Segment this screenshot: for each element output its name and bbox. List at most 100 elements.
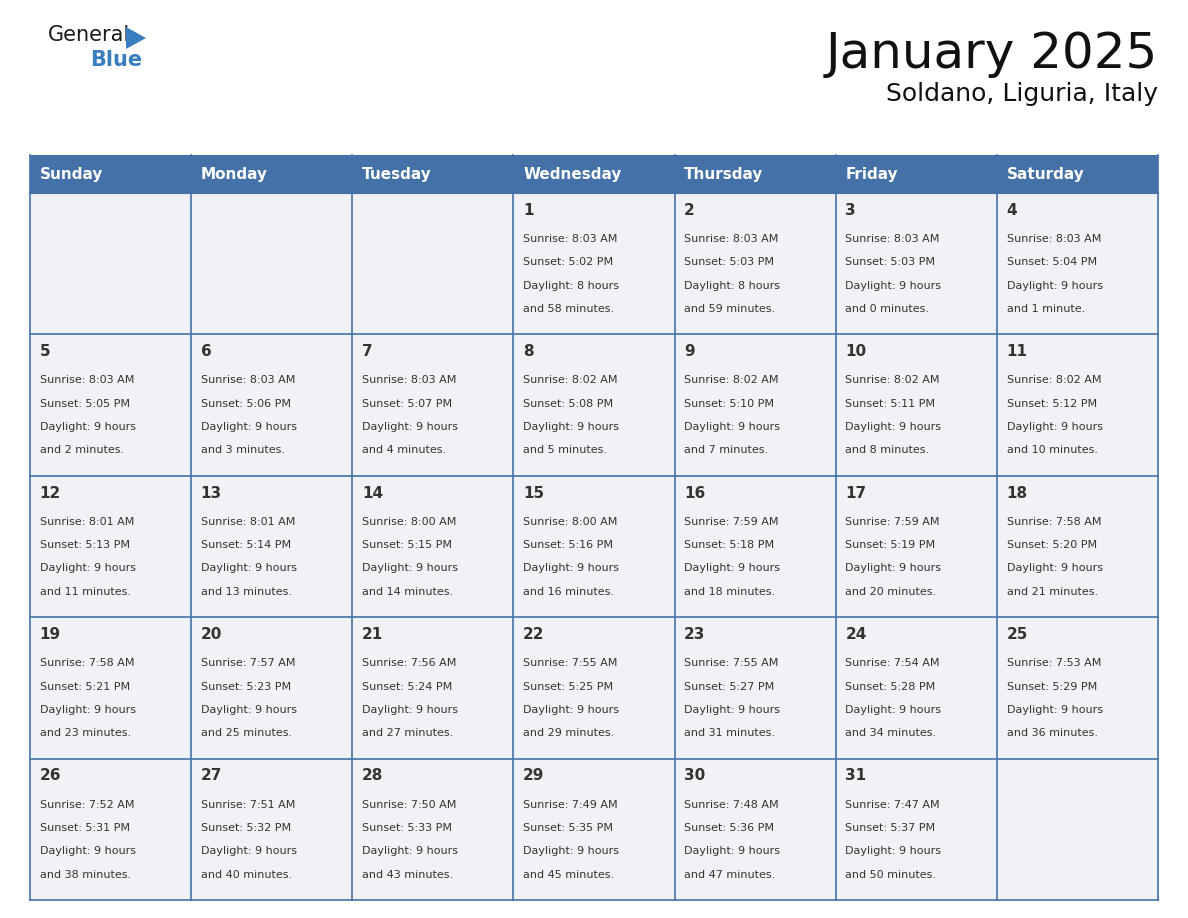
Text: and 34 minutes.: and 34 minutes. <box>846 728 936 738</box>
Text: Sunrise: 8:03 AM: Sunrise: 8:03 AM <box>362 375 456 386</box>
Text: Sunset: 5:18 PM: Sunset: 5:18 PM <box>684 540 775 550</box>
Bar <box>675 617 835 758</box>
Text: Daylight: 9 hours: Daylight: 9 hours <box>684 422 781 432</box>
Text: Daylight: 9 hours: Daylight: 9 hours <box>362 705 457 715</box>
Text: and 58 minutes.: and 58 minutes. <box>523 304 614 314</box>
Text: Sunrise: 8:02 AM: Sunrise: 8:02 AM <box>523 375 618 386</box>
Text: Daylight: 9 hours: Daylight: 9 hours <box>523 564 619 574</box>
Text: Daylight: 9 hours: Daylight: 9 hours <box>1006 564 1102 574</box>
Bar <box>30 193 191 334</box>
Text: and 11 minutes.: and 11 minutes. <box>39 587 131 597</box>
Text: Daylight: 9 hours: Daylight: 9 hours <box>1006 705 1102 715</box>
Text: 7: 7 <box>362 344 373 359</box>
Text: Daylight: 9 hours: Daylight: 9 hours <box>1006 422 1102 432</box>
Text: Friday: Friday <box>846 166 898 182</box>
Bar <box>513 476 675 617</box>
Polygon shape <box>126 27 146 49</box>
Text: Sunset: 5:23 PM: Sunset: 5:23 PM <box>201 681 291 691</box>
Text: Sunrise: 7:58 AM: Sunrise: 7:58 AM <box>1006 517 1101 527</box>
Text: 22: 22 <box>523 627 544 642</box>
Bar <box>30 334 191 476</box>
Text: Daylight: 9 hours: Daylight: 9 hours <box>362 564 457 574</box>
Text: 30: 30 <box>684 768 706 783</box>
Text: Sunrise: 8:03 AM: Sunrise: 8:03 AM <box>523 234 618 244</box>
Text: Sunrise: 7:59 AM: Sunrise: 7:59 AM <box>846 517 940 527</box>
Text: Daylight: 9 hours: Daylight: 9 hours <box>201 705 297 715</box>
Text: Thursday: Thursday <box>684 166 764 182</box>
Text: Sunset: 5:33 PM: Sunset: 5:33 PM <box>362 823 451 833</box>
Bar <box>835 334 997 476</box>
Text: 23: 23 <box>684 627 706 642</box>
Text: and 3 minutes.: and 3 minutes. <box>201 445 285 455</box>
Text: and 20 minutes.: and 20 minutes. <box>846 587 936 597</box>
Bar <box>675 155 835 193</box>
Text: 1: 1 <box>523 203 533 218</box>
Bar <box>997 476 1158 617</box>
Text: Daylight: 9 hours: Daylight: 9 hours <box>684 564 781 574</box>
Text: Sunrise: 7:49 AM: Sunrise: 7:49 AM <box>523 800 618 810</box>
Text: 11: 11 <box>1006 344 1028 359</box>
Text: Sunrise: 8:03 AM: Sunrise: 8:03 AM <box>846 234 940 244</box>
Text: 19: 19 <box>39 627 61 642</box>
Text: and 45 minutes.: and 45 minutes. <box>523 869 614 879</box>
Text: and 36 minutes.: and 36 minutes. <box>1006 728 1098 738</box>
Text: Sunrise: 8:00 AM: Sunrise: 8:00 AM <box>362 517 456 527</box>
Text: Daylight: 9 hours: Daylight: 9 hours <box>39 564 135 574</box>
Text: Sunrise: 8:03 AM: Sunrise: 8:03 AM <box>39 375 134 386</box>
Bar <box>675 193 835 334</box>
Text: and 14 minutes.: and 14 minutes. <box>362 587 453 597</box>
Text: Sunrise: 7:52 AM: Sunrise: 7:52 AM <box>39 800 134 810</box>
Bar <box>835 193 997 334</box>
Text: 26: 26 <box>39 768 61 783</box>
Text: Sunrise: 7:50 AM: Sunrise: 7:50 AM <box>362 800 456 810</box>
Text: Sunset: 5:08 PM: Sunset: 5:08 PM <box>523 398 613 409</box>
Text: Sunset: 5:04 PM: Sunset: 5:04 PM <box>1006 257 1097 267</box>
Text: and 21 minutes.: and 21 minutes. <box>1006 587 1098 597</box>
Text: and 31 minutes.: and 31 minutes. <box>684 728 776 738</box>
Text: and 1 minute.: and 1 minute. <box>1006 304 1085 314</box>
Text: Sunset: 5:29 PM: Sunset: 5:29 PM <box>1006 681 1097 691</box>
Text: Sunset: 5:02 PM: Sunset: 5:02 PM <box>523 257 613 267</box>
Text: Sunrise: 8:02 AM: Sunrise: 8:02 AM <box>684 375 779 386</box>
Text: Daylight: 9 hours: Daylight: 9 hours <box>362 422 457 432</box>
Text: Daylight: 9 hours: Daylight: 9 hours <box>39 705 135 715</box>
Text: Sunset: 5:27 PM: Sunset: 5:27 PM <box>684 681 775 691</box>
Text: Daylight: 9 hours: Daylight: 9 hours <box>846 564 941 574</box>
Text: 29: 29 <box>523 768 544 783</box>
Text: and 38 minutes.: and 38 minutes. <box>39 869 131 879</box>
Text: Sunset: 5:07 PM: Sunset: 5:07 PM <box>362 398 453 409</box>
Text: Daylight: 9 hours: Daylight: 9 hours <box>201 422 297 432</box>
Text: 31: 31 <box>846 768 866 783</box>
Text: and 59 minutes.: and 59 minutes. <box>684 304 776 314</box>
Bar <box>191 334 353 476</box>
Text: Sunset: 5:05 PM: Sunset: 5:05 PM <box>39 398 129 409</box>
Bar <box>513 334 675 476</box>
Text: 20: 20 <box>201 627 222 642</box>
Text: 27: 27 <box>201 768 222 783</box>
Text: Daylight: 9 hours: Daylight: 9 hours <box>201 846 297 856</box>
Text: Sunrise: 7:57 AM: Sunrise: 7:57 AM <box>201 658 296 668</box>
Text: 17: 17 <box>846 486 866 500</box>
Text: Sunset: 5:14 PM: Sunset: 5:14 PM <box>201 540 291 550</box>
Text: and 4 minutes.: and 4 minutes. <box>362 445 446 455</box>
Text: Daylight: 9 hours: Daylight: 9 hours <box>846 281 941 291</box>
Text: 28: 28 <box>362 768 384 783</box>
Text: Daylight: 8 hours: Daylight: 8 hours <box>523 281 619 291</box>
Text: Sunset: 5:12 PM: Sunset: 5:12 PM <box>1006 398 1097 409</box>
Text: and 47 minutes.: and 47 minutes. <box>684 869 776 879</box>
Bar <box>30 758 191 900</box>
Text: Wednesday: Wednesday <box>523 166 621 182</box>
Text: Tuesday: Tuesday <box>362 166 431 182</box>
Text: and 50 minutes.: and 50 minutes. <box>846 869 936 879</box>
Text: 14: 14 <box>362 486 383 500</box>
Text: Daylight: 9 hours: Daylight: 9 hours <box>523 422 619 432</box>
Bar <box>675 758 835 900</box>
Text: Sunrise: 8:00 AM: Sunrise: 8:00 AM <box>523 517 618 527</box>
Bar <box>353 334 513 476</box>
Text: Sunset: 5:03 PM: Sunset: 5:03 PM <box>846 257 935 267</box>
Text: 25: 25 <box>1006 627 1028 642</box>
Text: Blue: Blue <box>90 50 143 70</box>
Text: Sunrise: 7:59 AM: Sunrise: 7:59 AM <box>684 517 779 527</box>
Text: Soldano, Liguria, Italy: Soldano, Liguria, Italy <box>886 82 1158 106</box>
Text: Monday: Monday <box>201 166 267 182</box>
